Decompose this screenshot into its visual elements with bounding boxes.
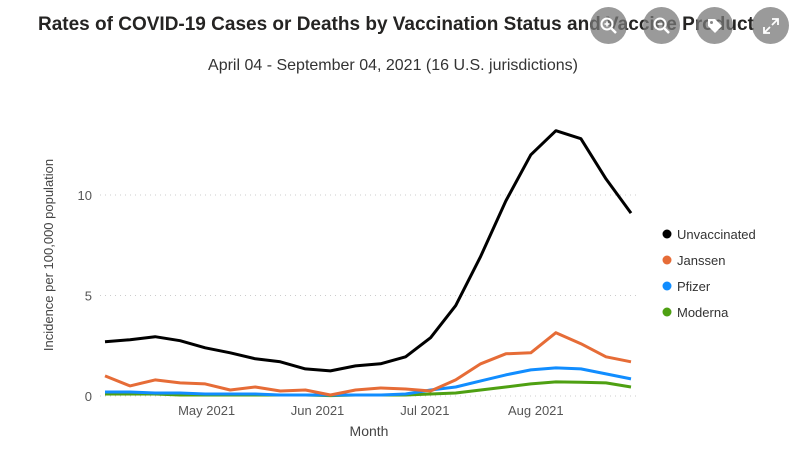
tag-button[interactable] bbox=[696, 7, 733, 44]
y-axis-label: Incidence per 100,000 population bbox=[41, 159, 56, 351]
y-tick-label: 10 bbox=[78, 188, 92, 203]
legend-marker bbox=[662, 255, 672, 265]
legend-marker bbox=[662, 229, 672, 239]
y-tick-label: 0 bbox=[85, 389, 92, 404]
chart-subtitle: April 04 - September 04, 2021 (16 U.S. j… bbox=[208, 57, 578, 74]
legend-label: Moderna bbox=[677, 305, 729, 320]
expand-icon bbox=[762, 17, 779, 34]
zoom-out-button[interactable] bbox=[643, 7, 680, 44]
zoom-in-icon bbox=[600, 17, 617, 34]
legend-marker bbox=[662, 307, 672, 317]
y-tick-label: 5 bbox=[85, 289, 92, 304]
legend-marker bbox=[662, 281, 672, 291]
series-line-pfizer bbox=[105, 366, 632, 397]
tag-icon bbox=[707, 18, 722, 33]
series-line-janssen bbox=[104, 331, 632, 397]
legend-label: Janssen bbox=[677, 253, 725, 268]
x-tick-label: May 2021 bbox=[178, 403, 235, 418]
zoom-out-icon bbox=[653, 17, 670, 34]
chart-title: Rates of COVID-19 Cases or Deaths by Vac… bbox=[38, 14, 754, 35]
x-tick-label: Jun 2021 bbox=[291, 403, 345, 418]
series-line-unvaccinated bbox=[104, 129, 633, 373]
x-axis-label: Month bbox=[350, 423, 389, 439]
legend-label: Pfizer bbox=[677, 279, 711, 294]
x-tick-label: Aug 2021 bbox=[508, 403, 564, 418]
legend-label: Unvaccinated bbox=[677, 227, 756, 242]
x-tick-label: Jul 2021 bbox=[400, 403, 449, 418]
zoom-in-button[interactable] bbox=[590, 7, 627, 44]
expand-button[interactable] bbox=[752, 7, 789, 44]
